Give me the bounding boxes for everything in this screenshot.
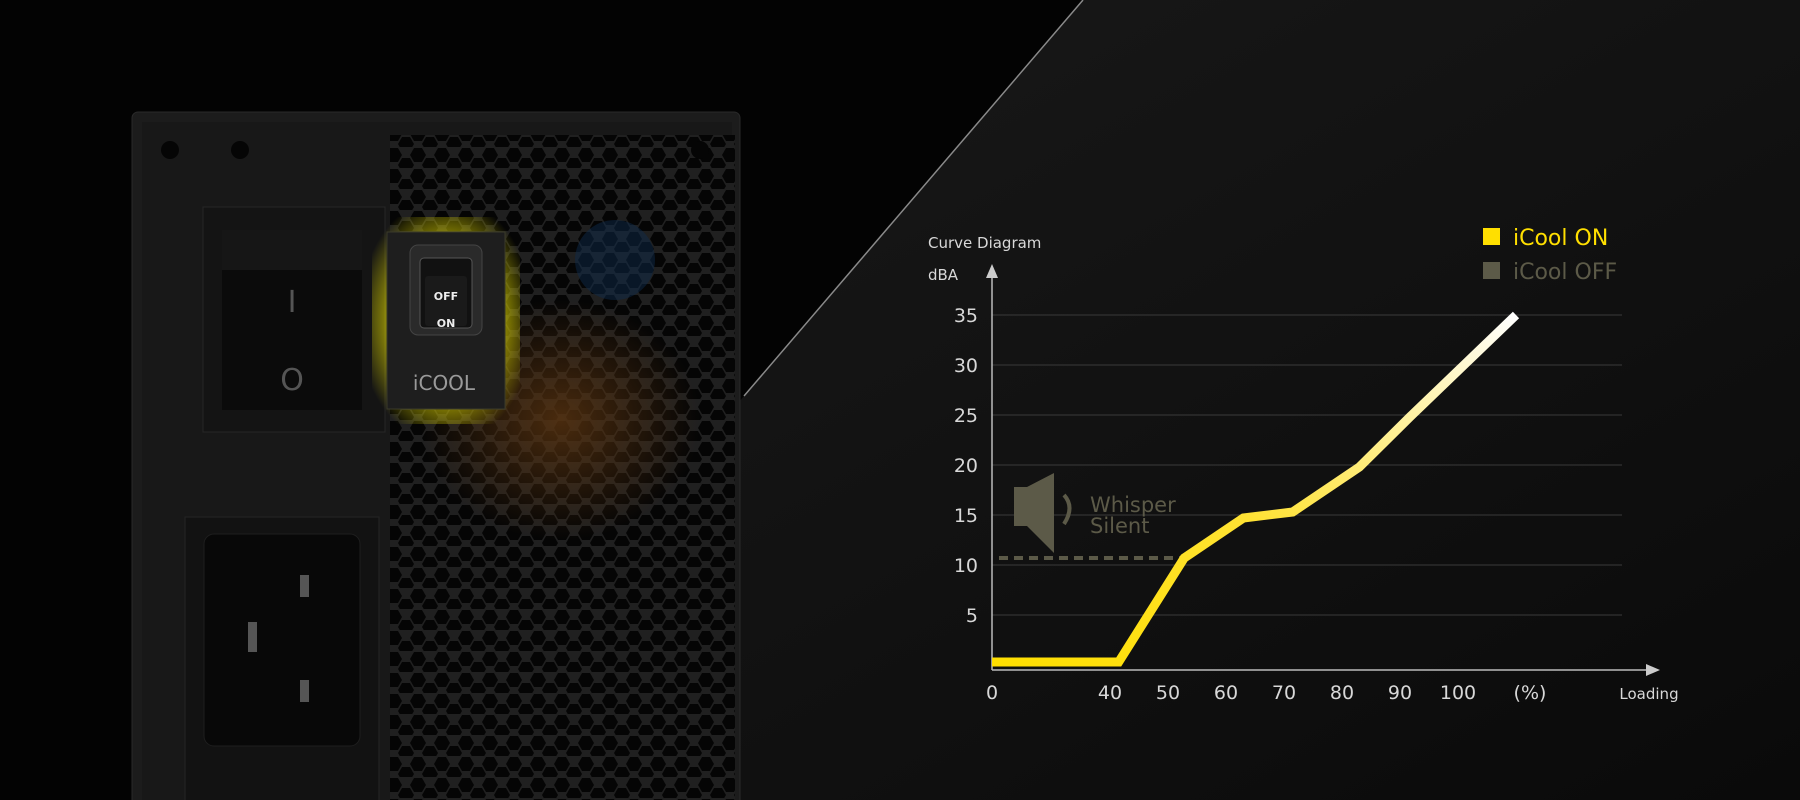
y-axis-label: dBA [928, 266, 959, 284]
power-on-symbol: I [288, 285, 297, 320]
y-tick-label: 10 [954, 555, 978, 577]
icool-switch-label: iCOOL [413, 371, 476, 395]
legend-label-icool-off: iCool OFF [1513, 260, 1617, 285]
icool-switch-on-label: ON [437, 317, 456, 330]
chart-title: Curve Diagram [928, 234, 1041, 252]
legend-swatch-icool-off [1483, 262, 1500, 279]
mount-hole [231, 141, 249, 159]
y-tick-label: 20 [954, 455, 978, 477]
mount-hole [161, 141, 179, 159]
y-tick-label: 5 [966, 605, 978, 627]
x-tick-label: 80 [1330, 682, 1354, 704]
y-tick-label: 15 [954, 505, 978, 527]
y-tick-label: 35 [954, 305, 978, 327]
icool-switch-off-label: OFF [434, 290, 458, 303]
y-tick-label: 30 [954, 355, 978, 377]
x-tick-label: 100 [1440, 682, 1476, 704]
psu-back-panel: I O OFF ON iCOOL [131, 111, 741, 800]
power-switch: I O [202, 206, 386, 433]
ac-inlet [184, 516, 380, 800]
icool-switch: OFF ON iCOOL [372, 217, 520, 424]
y-axis-arrow [986, 264, 998, 278]
x-tick-label: 90 [1388, 682, 1412, 704]
x-axis-label: Loading [1619, 685, 1678, 703]
sound-wave-icon [1062, 493, 1072, 526]
diagonal-divider [743, 0, 1084, 397]
x-tick-label: 70 [1272, 682, 1296, 704]
x-axis-arrow [1646, 664, 1660, 676]
power-off-symbol: O [280, 363, 304, 398]
x-tick-label: 60 [1214, 682, 1238, 704]
x-tick-labels: 0 40 50 60 70 80 90 100 [986, 682, 1476, 704]
series-icool-on-line [992, 311, 1520, 667]
x-tick-label: 40 [1098, 682, 1122, 704]
legend-swatch-icool-on [1483, 228, 1500, 245]
y-tick-labels: 5 10 15 20 25 30 35 [954, 305, 978, 627]
x-tick-label: 0 [986, 682, 998, 704]
background-right-panel [400, 0, 1800, 800]
curve-chart: Curve Diagram dBA 5 10 15 20 25 30 35 0 40 50 60 7… [928, 226, 1679, 704]
y-tick-label: 25 [954, 405, 978, 427]
whisper-silent-annotation: Whisper Silent [999, 473, 1182, 560]
legend-label-icool-on: iCool ON [1513, 226, 1608, 251]
x-tick-label: 50 [1156, 682, 1180, 704]
annotation-line2: Silent [1090, 514, 1149, 538]
gridlines [992, 314, 1622, 616]
x-unit-label: (%) [1514, 682, 1547, 704]
annotation-line1: Whisper [1090, 493, 1176, 517]
legend: iCool ON iCool OFF [1483, 226, 1617, 285]
speaker-icon [1014, 473, 1054, 553]
mount-hole [691, 141, 709, 159]
